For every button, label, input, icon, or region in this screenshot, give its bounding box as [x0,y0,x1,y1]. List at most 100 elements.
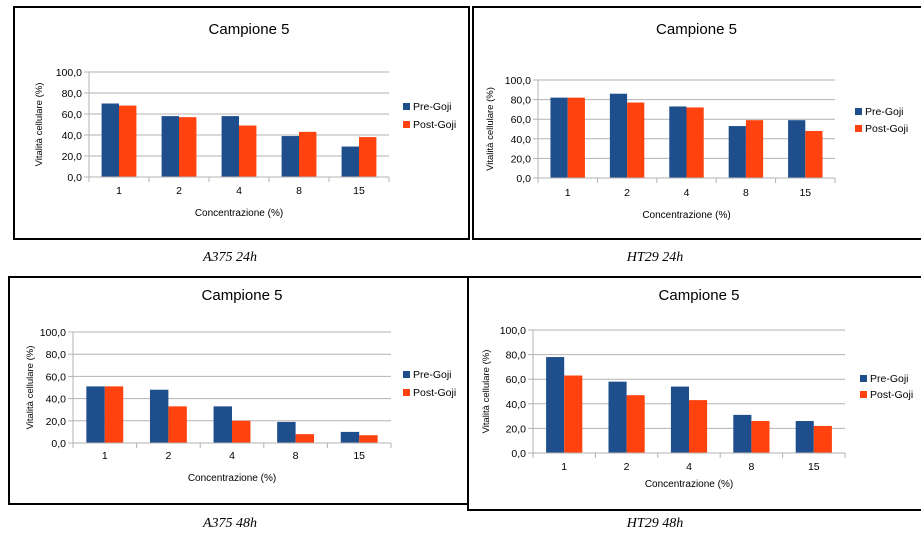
x-tick-label: 8 [748,461,754,473]
x-tick-label: 2 [624,461,630,473]
x-tick-label: 15 [808,461,820,473]
legend-swatch-pre-goji [403,371,410,378]
y-tick-label: 100,0 [505,75,531,87]
chart-panel-ht29-48h: Campione 5 0,0 20,0 40,0 60,0 80,0 100,0 1 2 4 8 15… [467,276,921,511]
y-tick-label: 40,0 [46,394,67,406]
y-tick-label: 100,0 [500,325,526,337]
x-axis-label: Concentrazione (%) [188,473,276,484]
y-axis-label: Vitalità cellulare (%) [481,350,492,434]
bar-post-goji [359,435,378,443]
y-tick-label: 0,0 [67,172,82,184]
bar-pre-goji [213,406,232,443]
bar-pre-goji [669,106,687,178]
x-tick-label: 15 [353,185,365,197]
x-tick-label: 4 [684,187,690,199]
x-axis-label: Concentrazione (%) [195,208,283,219]
chart-panel-a375-24h: Campione 5 0,0 20,0 40,0 60,0 80,0 100,0 1 2 4 8 15… [13,6,470,240]
legend-label-post-goji: Post-Goji [870,389,913,401]
y-tick-label: 100,0 [56,67,82,79]
x-tick-label: 8 [743,187,749,199]
bar-post-goji [299,131,317,177]
bar-pre-goji [161,116,179,177]
legend-label-post-goji: Post-Goji [865,123,908,135]
legend-swatch-post-goji [860,391,867,398]
x-tick-label: 2 [624,187,630,199]
x-tick-label: 4 [236,185,242,197]
chart-ht29-24h: Campione 5 0,0 20,0 40,0 60,0 80,0 100,0 1 2 4 8 15… [485,21,908,221]
bar-post-goji [179,117,197,177]
x-tick-label: 15 [799,187,811,199]
bar-post-goji [232,420,251,443]
y-tick-label: 40,0 [506,399,527,411]
bar-post-goji [119,105,137,177]
bar-pre-goji [101,103,119,177]
bar-pre-goji [277,421,296,443]
y-axis-label: Vitalità cellulare (%) [34,83,45,167]
x-tick-label: 8 [293,450,299,462]
caption-ht29-24h: HT29 24h [626,250,684,265]
bar-pre-goji [788,120,806,178]
y-tick-label: 60,0 [506,374,527,386]
bar-post-goji [359,137,377,177]
legend-swatch-post-goji [403,389,410,396]
bar-pre-goji [670,386,689,453]
y-tick-label: 0,0 [511,448,526,460]
y-tick-label: 80,0 [46,349,67,361]
bar-post-goji [626,395,645,453]
y-tick-label: 20,0 [511,153,532,165]
y-tick-label: 20,0 [506,423,527,435]
y-axis-label: Vitalità cellulare (%) [485,87,496,171]
bar-post-goji [686,107,704,178]
bar-post-goji [567,97,585,178]
bar-pre-goji [795,421,814,453]
y-tick-label: 100,0 [40,327,66,339]
chart-title: Campione 5 [209,21,290,38]
chart-title: Campione 5 [659,287,740,304]
legend-label-pre-goji: Pre-Goji [413,369,452,381]
bar-pre-goji [608,381,627,453]
x-tick-label: 1 [102,450,108,462]
x-axis-label: Concentrazione (%) [642,210,730,221]
bar-post-goji [104,386,124,443]
bar-pre-goji [221,116,239,177]
chart-title: Campione 5 [202,287,283,304]
bar-post-goji [689,400,708,453]
chart-a375-24h: Campione 5 0,0 20,0 40,0 60,0 80,0 100,0 1 2 4 8 15… [34,21,456,219]
caption-a375-48h: A375 48h [202,516,258,531]
legend-label-post-goji: Post-Goji [413,119,456,131]
bar-post-goji [805,130,823,178]
legend-label-post-goji: Post-Goji [413,387,456,399]
bar-post-goji [168,406,187,443]
legend-label-pre-goji: Pre-Goji [413,101,452,113]
bar-pre-goji [550,97,568,178]
y-tick-label: 60,0 [62,109,83,121]
bar-pre-goji [341,146,359,177]
bar-post-goji [239,125,257,177]
bar-post-goji [564,375,583,453]
bar-pre-goji [149,389,169,443]
legend-swatch-post-goji [855,125,862,132]
x-tick-label: 2 [176,185,182,197]
chart-panel-a375-48h: Campione 5 0,0 20,0 40,0 60,0 80,0 100,0 1 2 4 8 15… [8,276,469,505]
chart-ht29-48h: Campione 5 0,0 20,0 40,0 60,0 80,0 100,0 1 2 4 8 15… [481,287,913,490]
y-tick-label: 80,0 [62,88,83,100]
chart-panel-ht29-24h: Campione 5 0,0 20,0 40,0 60,0 80,0 100,0 1 2 4 8 15… [472,6,921,240]
bar-post-goji [813,425,832,453]
x-tick-label: 4 [229,450,235,462]
bar-pre-goji [728,126,746,178]
y-tick-label: 20,0 [46,416,67,428]
x-tick-label: 2 [165,450,171,462]
x-tick-label: 1 [565,187,571,199]
bar-pre-goji [340,431,360,443]
x-axis-label: Concentrazione (%) [645,479,733,490]
bar-post-goji [751,421,770,453]
legend-swatch-pre-goji [403,103,410,110]
y-tick-label: 0,0 [51,438,66,450]
bar-pre-goji [86,386,105,443]
x-tick-label: 8 [296,185,302,197]
chart-a375-48h: Campione 5 0,0 20,0 40,0 60,0 80,0 100,0 1 2 4 8 15… [25,287,456,484]
y-axis-label: Vitalità cellulare (%) [25,346,36,430]
legend-label-pre-goji: Pre-Goji [870,373,909,385]
bar-pre-goji [609,93,628,178]
bar-pre-goji [281,136,299,177]
